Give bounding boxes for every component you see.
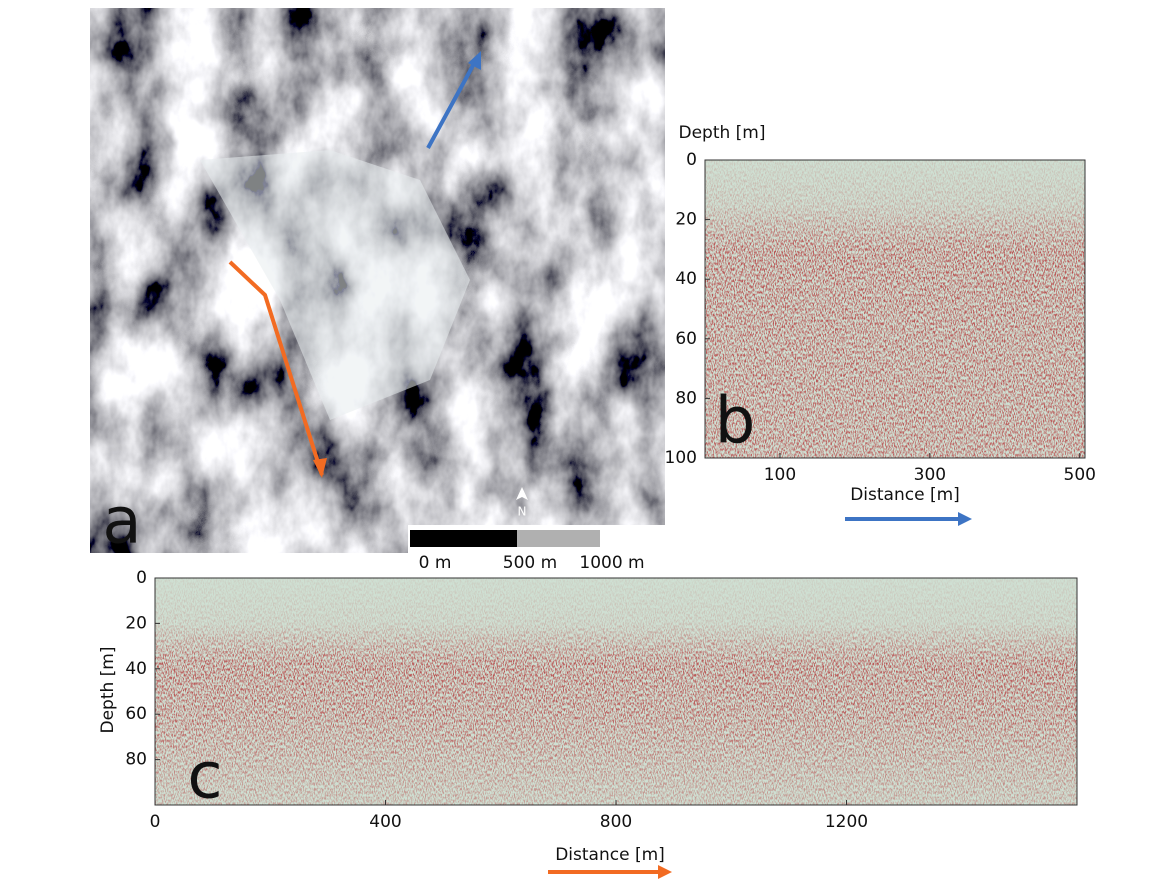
y-tick-label: 20: [125, 613, 147, 633]
y-tick-label: 0: [136, 568, 147, 588]
north-label: N: [518, 505, 527, 519]
y-tick-label: 40: [675, 269, 697, 289]
y-tick-label: 0: [686, 150, 697, 170]
y-tick-label: 20: [675, 210, 697, 230]
x-tick-label: 1200: [825, 812, 868, 832]
aerial-image: [90, 8, 665, 553]
plot-frame: [704, 159, 1086, 459]
direction-arrow: [958, 512, 972, 526]
y-tick-label: 40: [125, 659, 147, 679]
panel-label: a: [102, 485, 141, 559]
scale-label: 500 m: [503, 553, 557, 573]
radargram-signal: [705, 160, 1085, 458]
x-tick-label: 0: [150, 812, 161, 832]
panel-label: b: [715, 385, 756, 459]
panel-label: c: [187, 740, 222, 814]
x-tick-label: 300: [914, 465, 946, 485]
y-tick-label: 80: [125, 750, 147, 770]
x-tick-label: 500: [1064, 465, 1096, 485]
scale-bar: [517, 530, 600, 547]
y-tick-label: 60: [675, 329, 697, 349]
radargram-signal: [155, 578, 1077, 805]
scale-label: 1000 m: [579, 553, 644, 573]
direction-arrow: [658, 865, 672, 879]
scale-label: 0 m: [419, 553, 452, 573]
x-axis-label: Distance [m]: [850, 485, 960, 505]
x-axis-label: Distance [m]: [555, 845, 665, 865]
scale-bar: [410, 530, 517, 547]
y-axis-label: Depth [m]: [678, 123, 765, 143]
x-tick-label: 100: [764, 465, 796, 485]
y-tick-label: 60: [125, 704, 147, 724]
x-tick-label: 800: [600, 812, 632, 832]
y-tick-label: 100: [665, 448, 697, 468]
y-axis-label: Depth [m]: [98, 646, 118, 733]
x-tick-label: 400: [369, 812, 401, 832]
y-tick-label: 80: [675, 388, 697, 408]
